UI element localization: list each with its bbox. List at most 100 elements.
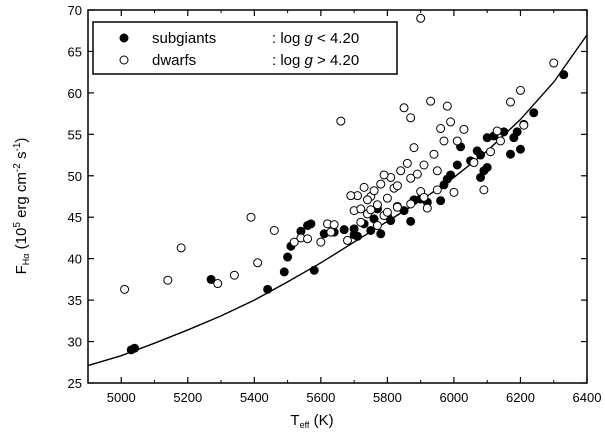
x-tick-label: 5800 — [373, 390, 402, 405]
dwarfs-point — [406, 173, 416, 183]
subgiants-point — [283, 252, 293, 262]
subgiants-point — [349, 224, 359, 234]
y-tick-label: 55 — [68, 127, 82, 142]
y-tick-label: 65 — [68, 44, 82, 59]
dwarfs-point — [176, 243, 186, 253]
dwarfs-point — [246, 212, 256, 222]
x-axis-title: Teff (K) — [290, 412, 333, 430]
dwarfs-point — [442, 101, 452, 111]
subgiants-point — [376, 229, 386, 239]
dwarfs-point — [356, 204, 366, 214]
dwarfs-point — [359, 182, 369, 192]
dwarfs-point — [163, 275, 173, 285]
subgiants-point — [352, 231, 362, 241]
legend-box — [92, 21, 398, 75]
dwarfs-point — [449, 187, 459, 197]
y-tick-label: 50 — [68, 169, 82, 184]
dwarfs-point — [366, 205, 376, 215]
y-tick-label: 25 — [68, 376, 82, 391]
axes: 5000 5200 5400 5600 5800 6000 6200 6400 25 30 35 40… — [68, 3, 602, 405]
dwarfs-point — [369, 186, 379, 196]
x-tick-label: 6200 — [506, 390, 535, 405]
dwarfs-point — [505, 97, 515, 107]
x-tick-label: 5600 — [306, 390, 335, 405]
dwarfs-point — [419, 160, 429, 170]
subgiants-point — [206, 274, 216, 284]
dwarfs-point — [396, 166, 406, 176]
legend-condition-dwarfs: : log g > 4.20 — [272, 52, 359, 69]
dwarfs-point — [382, 193, 392, 203]
dwarfs-point — [213, 279, 223, 289]
subgiants-point — [529, 108, 539, 118]
dwarfs-point — [336, 116, 346, 126]
dwarfs-point — [356, 217, 366, 227]
subgiants-point — [505, 149, 515, 159]
subgiants-point — [406, 216, 416, 226]
dwarfs-point — [432, 166, 442, 176]
legend-label-dwarfs: dwarfs — [152, 52, 196, 69]
plot-frame — [87, 9, 588, 384]
dwarfs-point — [372, 221, 382, 231]
dwarfs-point — [376, 179, 386, 189]
dwarfs-point — [303, 234, 313, 244]
x-tick-label: 6400 — [573, 390, 602, 405]
dwarfs-point — [492, 126, 502, 136]
subgiants-point — [452, 160, 462, 170]
dwarfs-point — [253, 258, 263, 268]
y-axis-title: FHα (105 erg cm-2 s-1) — [12, 138, 31, 275]
dwarfs-point — [439, 136, 449, 146]
dwarfs-point — [362, 195, 372, 205]
dwarfs-point — [515, 85, 525, 95]
subgiants-point — [515, 144, 525, 154]
subgiants-point — [386, 216, 396, 226]
fit-curve — [87, 34, 588, 367]
dwarfs-point — [459, 124, 469, 134]
legend-marker-dwarfs — [119, 55, 129, 65]
subgiants-point — [476, 150, 486, 160]
dwarfs-point — [486, 147, 496, 157]
dwarfs-point — [382, 207, 392, 217]
subgiants-point — [482, 162, 492, 172]
dwarfs-point — [406, 199, 416, 209]
x-tick-label: 5000 — [107, 390, 136, 405]
y-tick-label: 30 — [68, 335, 82, 350]
dwarfs-point — [409, 143, 419, 153]
dwarfs-point — [326, 227, 336, 237]
subgiants-point — [446, 170, 456, 180]
dwarfs-point — [372, 200, 382, 210]
subgiants-point — [436, 196, 446, 206]
dwarfs-point — [469, 158, 479, 168]
dwarfs-point — [316, 237, 326, 247]
subgiants-point — [279, 267, 289, 277]
y-tick-label: 45 — [68, 210, 82, 225]
y-tick-label: 60 — [68, 86, 82, 101]
dwarfs-point — [392, 202, 402, 212]
subgiants-point — [339, 225, 349, 235]
dwarfs-point — [120, 284, 130, 294]
dwarfs-point — [392, 181, 402, 191]
legend-marker-subgiants — [119, 33, 129, 43]
dwarfs-point — [416, 13, 426, 23]
subgiants-point — [130, 343, 140, 353]
legend-condition-subgiants: : log g < 4.20 — [272, 30, 359, 47]
dwarfs-point — [412, 169, 422, 179]
dwarfs-point — [429, 149, 439, 159]
dwarfs-point — [519, 120, 529, 130]
y-tick-label: 35 — [68, 293, 82, 308]
dwarfs-point — [399, 103, 409, 113]
dwarfs-point — [452, 136, 462, 146]
dwarfs-point — [379, 170, 389, 180]
dwarfs-point — [329, 220, 339, 230]
dwarfs-point — [342, 235, 352, 245]
dwarfs-point — [346, 191, 356, 201]
data-points-layer — [120, 13, 569, 355]
dwarfs-point — [289, 237, 299, 247]
dwarfs-point — [419, 192, 429, 202]
x-tick-label: 6000 — [439, 390, 468, 405]
legend-label-subgiants: subgiants — [152, 30, 216, 47]
dwarfs-point — [549, 58, 559, 68]
subgiants-point — [306, 219, 316, 229]
dwarfs-point — [422, 203, 432, 213]
x-tick-label: 5200 — [173, 390, 202, 405]
